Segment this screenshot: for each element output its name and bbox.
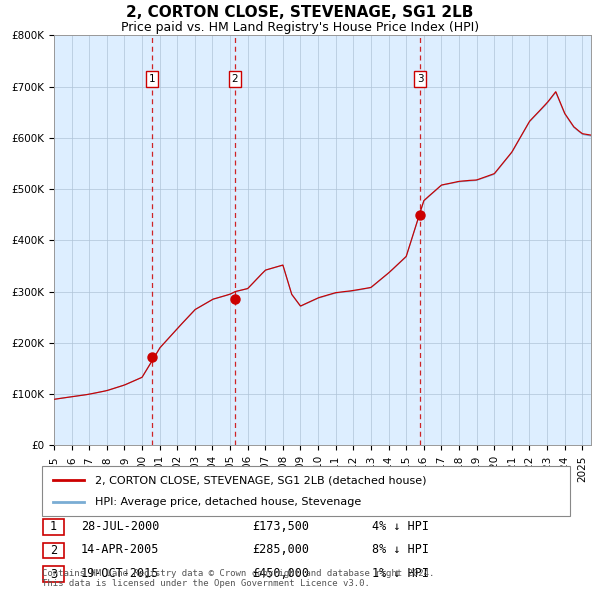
Text: Contains HM Land Registry data © Crown copyright and database right 2024.
This d: Contains HM Land Registry data © Crown c… xyxy=(42,569,434,588)
Text: Price paid vs. HM Land Registry's House Price Index (HPI): Price paid vs. HM Land Registry's House … xyxy=(121,21,479,34)
Text: 1: 1 xyxy=(149,74,155,84)
Text: 1: 1 xyxy=(50,520,57,533)
Text: 14-APR-2005: 14-APR-2005 xyxy=(81,543,160,556)
Text: 8% ↓ HPI: 8% ↓ HPI xyxy=(372,543,429,556)
Text: £450,000: £450,000 xyxy=(252,567,309,580)
Text: 2, CORTON CLOSE, STEVENAGE, SG1 2LB: 2, CORTON CLOSE, STEVENAGE, SG1 2LB xyxy=(127,5,473,19)
Text: 28-JUL-2000: 28-JUL-2000 xyxy=(81,520,160,533)
FancyBboxPatch shape xyxy=(42,466,570,516)
Text: 2, CORTON CLOSE, STEVENAGE, SG1 2LB (detached house): 2, CORTON CLOSE, STEVENAGE, SG1 2LB (det… xyxy=(95,475,426,485)
Text: 2: 2 xyxy=(232,74,238,84)
Text: 4% ↓ HPI: 4% ↓ HPI xyxy=(372,520,429,533)
Text: 1% ↓ HPI: 1% ↓ HPI xyxy=(372,567,429,580)
FancyBboxPatch shape xyxy=(43,519,64,535)
Text: 3: 3 xyxy=(417,74,424,84)
Text: HPI: Average price, detached house, Stevenage: HPI: Average price, detached house, Stev… xyxy=(95,497,361,507)
FancyBboxPatch shape xyxy=(43,566,64,582)
Text: 3: 3 xyxy=(50,568,57,581)
Text: 2: 2 xyxy=(50,544,57,557)
Text: £173,500: £173,500 xyxy=(252,520,309,533)
Text: £285,000: £285,000 xyxy=(252,543,309,556)
Text: 19-OCT-2015: 19-OCT-2015 xyxy=(81,567,160,580)
FancyBboxPatch shape xyxy=(43,543,64,558)
